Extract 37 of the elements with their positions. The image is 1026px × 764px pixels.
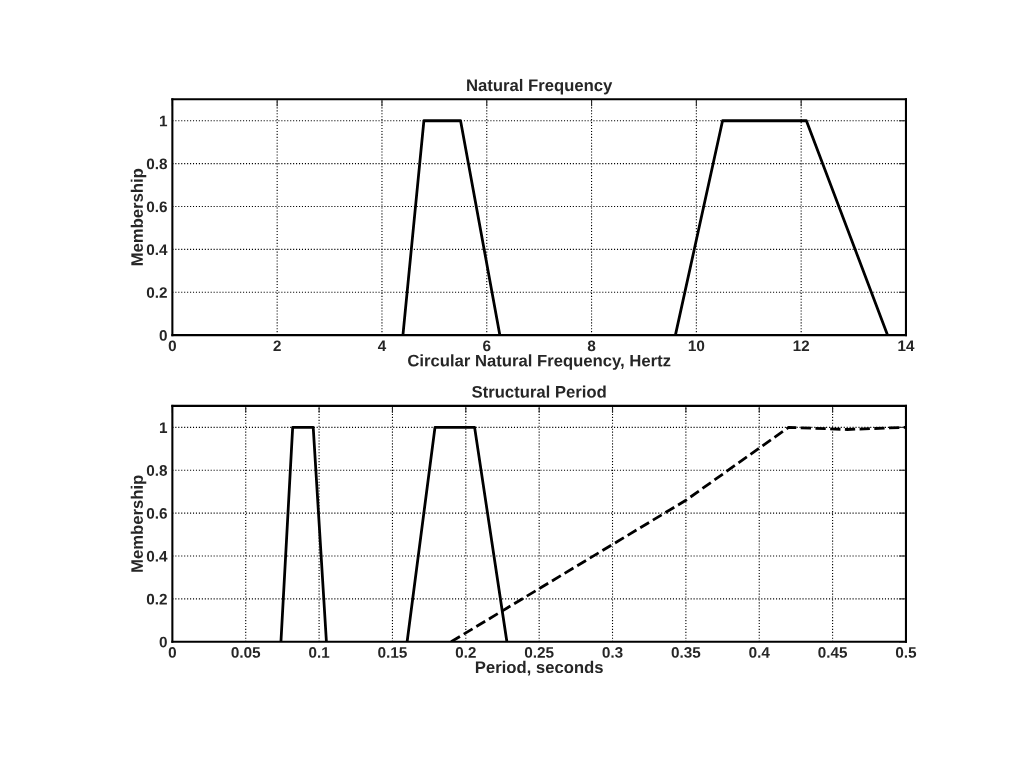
y-tick-label: 0.8 [146, 158, 168, 170]
x-tick-label: 0.3 [602, 647, 623, 658]
x-tick-label: 0.45 [818, 647, 848, 658]
x-tick-label: 14 [898, 340, 915, 352]
x-tick-label: 0.05 [231, 647, 261, 658]
y-tick-label: 0.2 [146, 287, 167, 298]
y-tick-label: 0.2 [146, 593, 167, 605]
y-axis-title: Membership [130, 168, 147, 266]
x-tick-label: 6 [483, 340, 491, 352]
x-axis-title: Circular Natural Frequency, Hertz [408, 354, 671, 370]
y-tick-label: 0.6 [146, 201, 167, 213]
x-tick-label: 12 [793, 340, 810, 352]
y-axis-title: Membership [130, 475, 147, 572]
y-tick-label: 0 [159, 636, 167, 648]
x-tick-label: 2 [273, 340, 281, 352]
x-tick-label: 0 [168, 340, 176, 352]
x-tick-label: 0.5 [895, 647, 917, 658]
y-tick-label: 1 [159, 422, 168, 433]
y-tick-label: 1 [159, 115, 168, 127]
x-tick-label: 8 [587, 340, 596, 352]
x-tick-label: 0 [168, 647, 176, 658]
chart-title: Structural Period [472, 385, 606, 398]
x-tick-label: 0.1 [309, 647, 330, 658]
x-tick-label: 0.15 [378, 647, 407, 658]
chart-title: Natural Frequency [467, 78, 613, 95]
y-tick-label: 0.4 [146, 550, 168, 562]
y-tick-label: 0 [159, 330, 167, 341]
y-tick-label: 0.4 [146, 244, 168, 256]
x-tick-label: 10 [688, 340, 705, 352]
x-tick-label: 0.35 [671, 647, 701, 658]
x-tick-label: 0.2 [455, 647, 476, 658]
x-tick-label: 0.4 [749, 647, 770, 658]
y-tick-label: 0.8 [146, 465, 168, 476]
x-axis-title: Period, seconds [475, 660, 603, 676]
x-tick-label: 0.25 [524, 647, 554, 658]
x-tick-label: 4 [377, 340, 387, 352]
y-tick-label: 0.6 [146, 507, 167, 519]
